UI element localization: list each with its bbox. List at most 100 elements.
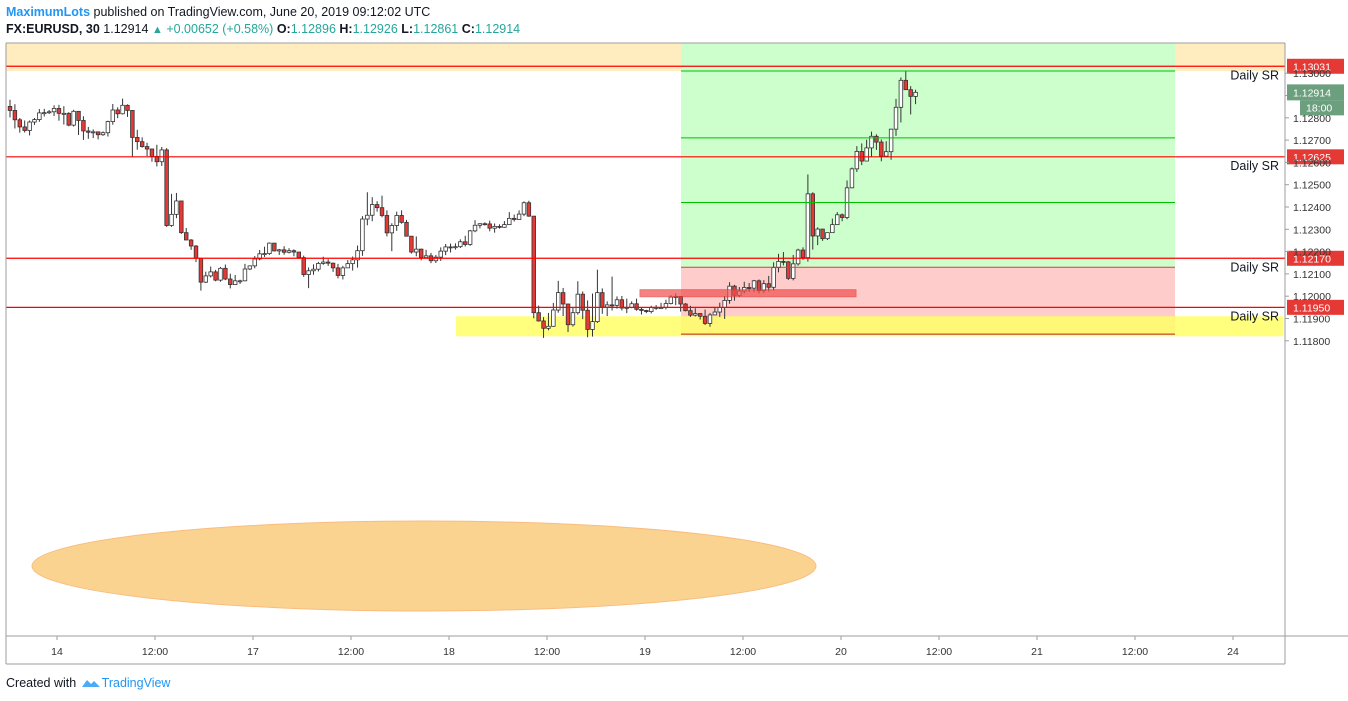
candle-up	[854, 151, 860, 170]
candle-down	[565, 303, 571, 326]
tradingview-logo-icon	[81, 680, 100, 687]
candle	[869, 131, 874, 157]
order-block	[639, 289, 857, 298]
candle	[521, 201, 527, 217]
symbol-label: FX:EURUSD, 30	[6, 22, 100, 36]
candle	[634, 298, 639, 311]
candle	[389, 223, 395, 252]
candle	[232, 275, 238, 285]
candle-up	[355, 250, 360, 261]
candle-down	[81, 120, 86, 132]
x-tick-label: 12:00	[1122, 646, 1148, 658]
candle	[365, 192, 370, 226]
candle-up	[502, 224, 507, 228]
candle	[639, 307, 644, 315]
candle-up	[869, 135, 874, 149]
candle-down	[541, 320, 546, 329]
candle-up	[795, 249, 801, 265]
candle-up	[267, 242, 272, 254]
candle	[609, 276, 615, 311]
candle	[379, 195, 385, 218]
candle-down	[702, 315, 708, 324]
candle-up	[423, 255, 429, 259]
author-link[interactable]: MaximumLots	[6, 5, 91, 19]
candle	[100, 131, 106, 136]
candle-up	[232, 280, 238, 285]
candle-down	[487, 223, 492, 229]
candle	[570, 307, 576, 327]
candle	[110, 103, 115, 125]
candle	[198, 257, 204, 291]
candle-up	[693, 313, 698, 316]
candle-down	[149, 148, 155, 157]
candle-down	[697, 313, 703, 317]
tradingview-link[interactable]: TradingView	[101, 676, 171, 690]
y-tick-label: 1.11900	[1293, 313, 1330, 325]
open-label: O:	[276, 22, 291, 36]
candle-up	[521, 202, 527, 215]
candle-down	[213, 271, 218, 281]
candle	[130, 110, 135, 158]
candle	[448, 243, 453, 253]
candle-down	[7, 106, 13, 111]
candle-up	[218, 267, 223, 281]
candle-up	[91, 131, 96, 134]
footer: Created with TradingView	[6, 676, 170, 690]
candle	[316, 261, 321, 272]
candle-up	[443, 246, 448, 252]
candle	[27, 120, 32, 136]
candle	[335, 263, 341, 279]
candle	[477, 223, 483, 229]
candle-up	[262, 253, 267, 255]
candle-down	[330, 262, 336, 269]
candle	[135, 129, 140, 150]
candle	[306, 267, 311, 289]
candle-down	[272, 242, 277, 252]
candle-down	[399, 215, 404, 223]
sr-price-label: 1.11950	[1293, 302, 1330, 314]
candle-up	[556, 292, 561, 311]
candle	[502, 221, 507, 228]
candle-up	[365, 214, 370, 220]
candle-down	[903, 79, 908, 91]
candle	[531, 215, 536, 319]
publish-info: MaximumLots published on TradingView.com…	[6, 5, 430, 19]
candle-down	[86, 130, 91, 133]
candle	[17, 118, 22, 133]
candle-up	[321, 261, 326, 264]
candle-down	[600, 292, 605, 308]
candle-down	[198, 257, 204, 283]
candle	[213, 269, 218, 282]
candle-down	[139, 141, 145, 147]
candle-up	[286, 250, 292, 253]
candle-down	[560, 292, 566, 305]
candle-down	[879, 141, 884, 157]
candle-up	[717, 307, 722, 313]
candle-down	[223, 267, 228, 280]
close-label: C:	[461, 22, 475, 36]
candle-up	[169, 213, 174, 226]
candle-up	[516, 213, 522, 220]
candle	[330, 262, 336, 272]
candle-down	[374, 204, 380, 209]
candle-up	[100, 132, 106, 136]
candle-up	[203, 275, 208, 283]
candle-down	[766, 283, 771, 288]
y-tick-label: 1.12100	[1293, 269, 1331, 281]
candle	[384, 210, 390, 237]
candle	[179, 200, 184, 234]
y-tick-label: 1.12000	[1293, 291, 1331, 303]
candle-up	[884, 151, 889, 157]
candle	[497, 224, 502, 229]
candle	[492, 223, 497, 233]
candle-up	[472, 224, 478, 232]
candle	[595, 269, 600, 323]
y-tick-label: 1.12300	[1293, 224, 1331, 236]
candle-up	[51, 108, 57, 113]
candle	[125, 104, 130, 117]
candle	[370, 197, 375, 222]
candle	[879, 139, 884, 162]
price-change: +0.00652 (+0.58%)	[166, 22, 274, 36]
candle	[7, 99, 13, 118]
